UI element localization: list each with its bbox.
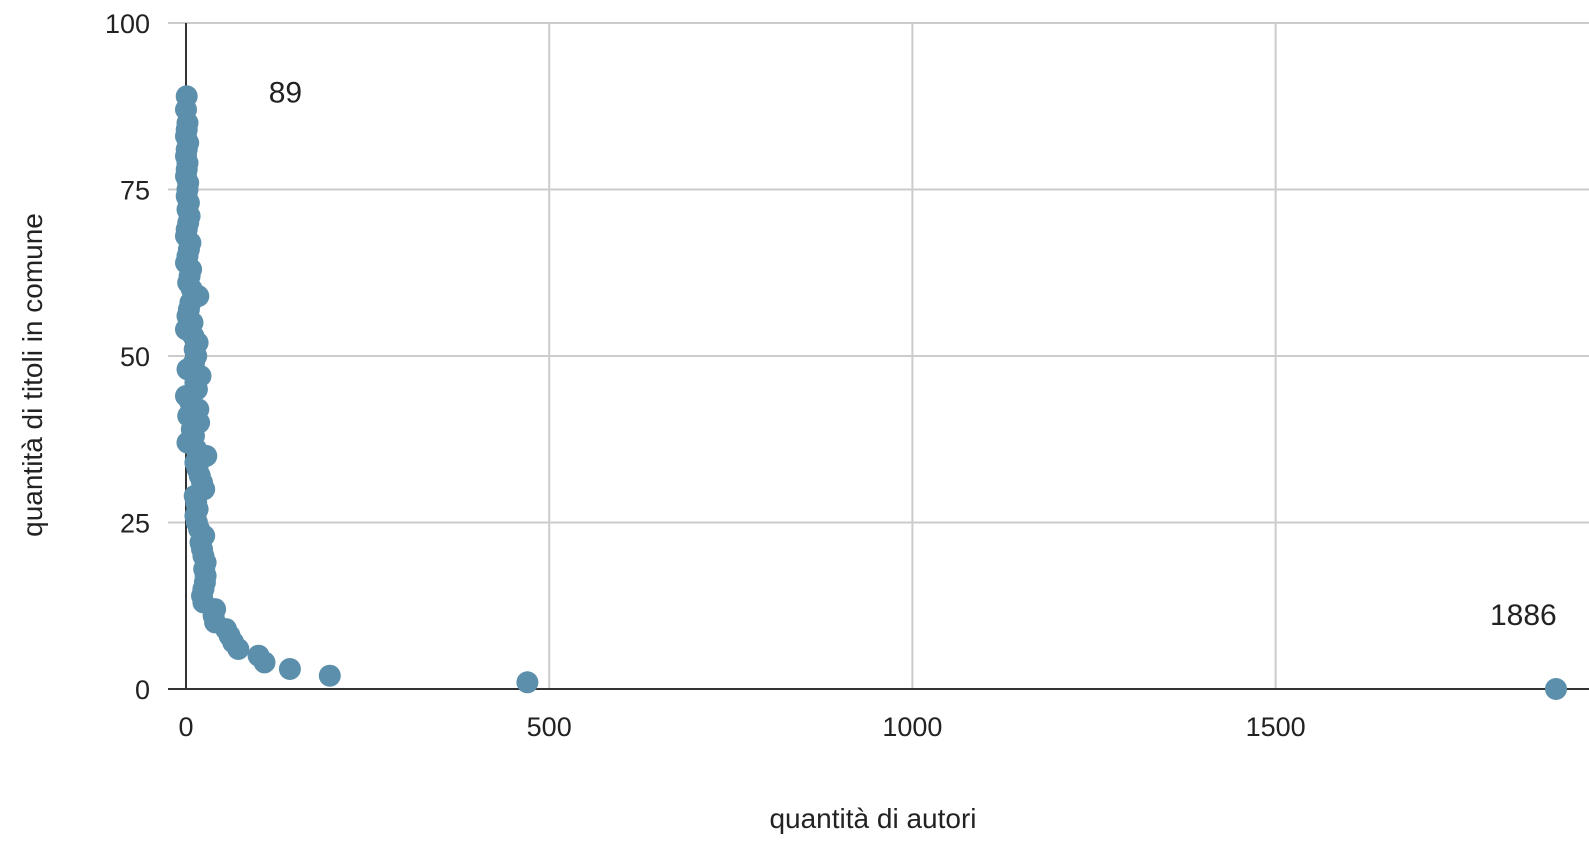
data-points <box>175 85 1567 700</box>
data-point <box>253 651 276 674</box>
y-tick-label-50: 50 <box>120 342 150 372</box>
x-tick-label-0: 0 <box>178 712 193 742</box>
data-labels: 89 1886 <box>269 76 1557 632</box>
data-point <box>318 664 341 687</box>
data-point <box>227 638 250 660</box>
x-axis-title: quantità di autori <box>769 803 976 834</box>
x-tick-label-1500: 1500 <box>1246 712 1306 742</box>
data-point <box>1545 678 1567 700</box>
x-tick-label-500: 500 <box>527 712 572 742</box>
x-tick-labels: 0 500 1000 1500 <box>178 712 1305 742</box>
data-label-1886: 1886 <box>1490 599 1557 632</box>
x-tick-label-1000: 1000 <box>882 712 942 742</box>
y-tick-label-0: 0 <box>135 675 150 705</box>
y-axis-title: quantità di titoli in comune <box>17 213 48 537</box>
data-label-89: 89 <box>269 76 302 109</box>
y-tick-labels: 0 25 50 75 100 <box>105 9 150 705</box>
gridlines <box>168 22 1589 689</box>
y-tick-label-100: 100 <box>105 9 150 39</box>
data-point <box>278 658 301 680</box>
data-point <box>516 671 539 694</box>
y-tick-label-75: 75 <box>120 176 150 206</box>
y-tick-label-25: 25 <box>120 509 150 539</box>
